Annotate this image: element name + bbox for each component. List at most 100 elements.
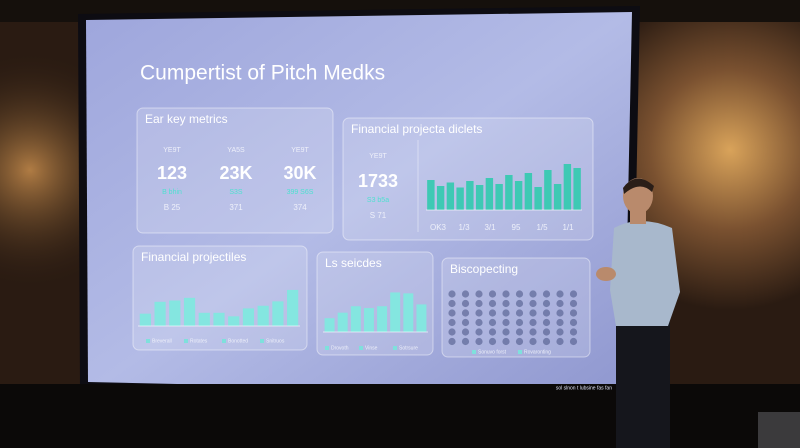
grid-dot — [515, 299, 524, 308]
metric-label: YA5S — [227, 147, 245, 154]
bar — [198, 312, 210, 326]
presenter-legs — [616, 318, 670, 448]
metric-sub: S3S — [229, 189, 243, 196]
bar — [139, 313, 151, 326]
grid-dot — [475, 290, 483, 298]
bar — [514, 181, 523, 210]
grid-dot — [461, 309, 470, 317]
grid-dot — [461, 318, 470, 327]
legend-swatch — [472, 350, 476, 354]
grid-dot — [529, 290, 537, 298]
metric-sub: B bhin — [162, 189, 182, 196]
panel-title: Biscopecting — [450, 262, 518, 276]
x-tick-label: OK3 — [430, 223, 447, 232]
grid-dot — [448, 337, 456, 346]
bar — [534, 187, 542, 210]
bar — [377, 306, 388, 332]
grid-dot — [542, 290, 551, 298]
metric-value: 1733 — [358, 171, 398, 191]
grid-dot — [542, 309, 551, 317]
grid-dot — [448, 309, 456, 317]
grid-dot — [556, 337, 564, 346]
bar — [553, 184, 562, 210]
metric-value: 123 — [157, 163, 187, 183]
x-tick-label: 1/1 — [562, 223, 574, 232]
stage — [0, 384, 800, 448]
grid-dot — [448, 299, 456, 308]
podium — [758, 412, 800, 448]
screen — [86, 12, 632, 394]
slide-footer: sol slnon t lubsine fas fan — [556, 385, 612, 391]
grid-dot — [569, 309, 578, 317]
legend-swatch — [518, 350, 522, 354]
panel-title: Financial projectiles — [141, 250, 246, 264]
legend-label: Rotates — [190, 338, 208, 344]
bar — [287, 289, 299, 326]
bar — [242, 308, 255, 326]
bar — [436, 186, 445, 210]
grid-dot — [448, 290, 456, 298]
grid-dot — [515, 309, 524, 317]
grid-dot — [569, 328, 578, 336]
grid-dot — [515, 290, 524, 298]
bar — [390, 292, 401, 332]
bar — [427, 180, 435, 210]
metric-sub: 399 S6S — [287, 189, 314, 196]
grid-dot — [448, 318, 456, 327]
panel-title: Ls seicdes — [325, 256, 382, 270]
x-tick-label: 1/5 — [536, 223, 548, 232]
grid-dot — [502, 309, 510, 317]
bar — [183, 297, 196, 326]
bar — [466, 181, 474, 210]
slide-content: Cumpertist of Pitch Medks sol slnon t lub… — [132, 62, 612, 391]
grid-dot — [556, 318, 564, 327]
metric-label: YE9T — [163, 147, 181, 154]
legend-label: Drovoth — [331, 345, 349, 351]
bar — [563, 164, 572, 210]
panel-title: Financial projecta diclets — [351, 122, 482, 136]
grid-dot — [569, 318, 578, 327]
presenter — [596, 178, 680, 448]
panel — [136, 107, 334, 234]
grid-dot — [542, 337, 551, 346]
grid-dot — [515, 337, 524, 346]
bar — [505, 175, 513, 210]
bar — [257, 305, 269, 326]
bar — [495, 184, 503, 210]
legend-label: Sonuvo forst — [478, 349, 507, 355]
grid-dot — [529, 328, 537, 336]
metric-note: B 25 — [164, 203, 181, 212]
legend-swatch — [325, 346, 329, 350]
grid-dot — [475, 318, 483, 327]
bar — [154, 301, 166, 326]
grid-dot — [502, 290, 510, 298]
x-tick-label: 1/3 — [458, 223, 470, 232]
bar — [272, 301, 284, 326]
grid-dot — [475, 309, 483, 317]
grid-dot — [488, 299, 497, 308]
legend-swatch — [393, 346, 397, 350]
grid-dot — [556, 328, 564, 336]
bar — [446, 182, 455, 210]
grid-dot — [529, 337, 537, 346]
grid-dot — [502, 337, 510, 346]
legend-swatch — [146, 339, 150, 343]
grid-dot — [529, 318, 537, 327]
bar — [213, 312, 225, 326]
legend-swatch — [359, 346, 363, 350]
metric-value: 23K — [219, 163, 252, 183]
grid-dot — [461, 328, 470, 336]
bar — [169, 300, 181, 326]
metric-label: YE9T — [291, 147, 309, 154]
grid-dot — [542, 328, 551, 336]
grid-dot — [475, 337, 483, 346]
grid-dot — [502, 328, 510, 336]
x-tick-label: 95 — [512, 223, 521, 232]
legend-label: Bonotted — [228, 338, 248, 344]
grid-dot — [461, 290, 470, 298]
slide-title: Cumpertist of Pitch Medks — [140, 62, 385, 85]
grid-dot — [461, 299, 470, 308]
presenter-hands — [596, 267, 616, 281]
legend-swatch — [184, 339, 188, 343]
